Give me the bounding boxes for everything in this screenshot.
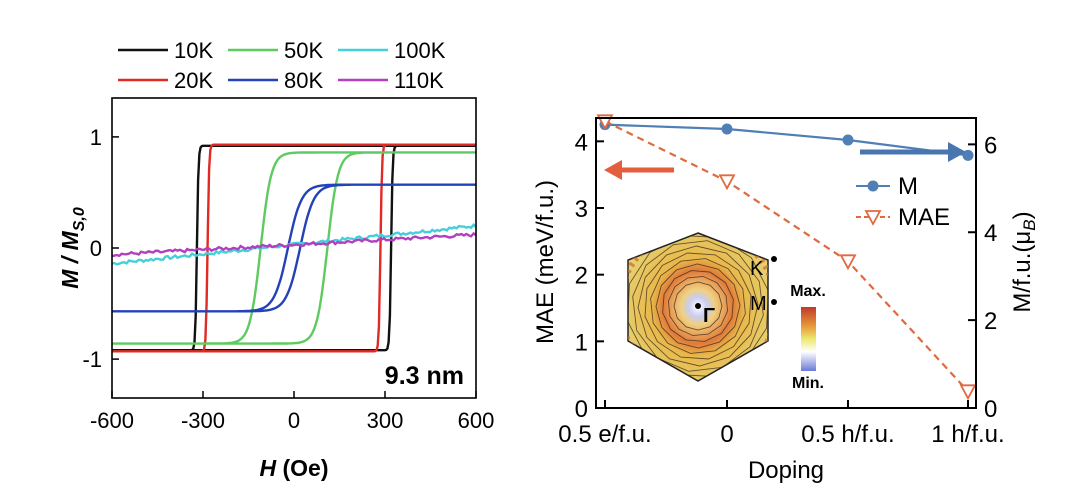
series-line-M [604,123,969,157]
legend-label-10K: 10K [174,38,213,63]
arrow-right-axis-indicator [860,142,966,162]
legend-marker-M [867,180,879,192]
bz-contour [673,281,723,331]
mae-plot-frame [595,117,977,409]
right-y-tick-label: 4 [984,220,997,247]
hysteresis-plot [111,143,477,353]
legend-label-100K: 100K [394,38,446,63]
hysteresis-annotation: 9.3 nm [385,362,464,390]
bz-contour [637,245,759,367]
y-tick-label: 1 [90,125,102,150]
hysteresis-series-110K [111,231,477,258]
hysteresis-plot-frame [111,97,477,399]
x-tick-label: 0.5 h/f.u. [801,421,894,448]
bz-contour [667,275,729,337]
mae-plot [596,114,977,401]
point-M [721,123,733,135]
mae-x-axis-title: Doping [748,457,824,484]
left-y-tick-label: 3 [575,196,588,223]
hysteresis-series-20K [112,143,476,353]
right-y-tick-label: 2 [984,308,997,335]
x-tick-label: 0.5 e/f.u. [558,421,651,448]
series-line-MAE [604,120,969,393]
x-tick-label: 0 [720,421,733,448]
hysteresis-axes: -600 -300 0 300 600 -1 0 1 [82,97,495,433]
mae-left-axis-title: MAE (meV/f.u.) [532,180,559,344]
right-y-tick-label: 6 [984,132,997,159]
brillouin-zone-inset: Γ K M Max. Min. [627,232,826,392]
x-tick-label: 1 h/f.u. [931,421,1004,448]
bz-contour [644,252,752,360]
legend-label-20K: 20K [174,68,213,93]
x-tick-label: -600 [90,408,134,433]
legend-label-M: M [898,173,918,200]
legend-label-110K: 110K [394,68,444,93]
legend-label-50K: 50K [284,38,323,63]
y-tick-label: 0 [90,236,102,261]
m-point-label: M [750,293,767,315]
colorbar-min-label: Min. [792,375,824,392]
left-y-tick-label: 0 [575,396,588,423]
hysteresis-series-50K [112,151,476,345]
right-y-tick-label: 0 [984,396,997,423]
legend-label-80K: 80K [284,68,323,93]
legend-label-MAE: MAE [898,204,950,231]
point-MAE [718,174,736,191]
colorbar-max-label: Max. [790,283,826,300]
point-M [962,149,974,161]
mae-right-axis-title: M/f.u.(μB) [1009,211,1039,312]
legend-marker-MAE [864,210,882,226]
y-tick-label: -1 [82,347,102,372]
k-point-marker [771,256,777,262]
m-point-marker [771,299,777,305]
left-legend: 10K 50K 100K 20K 80K 110K [118,38,446,93]
arrow-left-axis-indicator [604,160,674,180]
point-MAE [959,384,977,401]
x-tick-label: 300 [367,408,404,433]
hysteresis-series-100K [111,223,477,266]
k-point-label: K [750,258,764,280]
point-MAE [839,254,857,271]
hysteresis-y-axis-title: M / MS,0 [57,207,88,289]
point-M [842,134,854,146]
bz-contour [655,263,741,349]
hysteresis-x-axis-title: H (Oe) [259,455,328,481]
hysteresis-series-10K [112,144,476,352]
inset-colorbar [801,307,816,371]
hysteresis-series-80K [112,183,476,313]
bz-contour [662,270,734,342]
x-tick-label: -300 [181,408,225,433]
x-tick-label: 0 [288,408,300,433]
x-tick-label: 600 [458,408,495,433]
left-y-tick-label: 2 [575,263,588,290]
bz-contour [650,258,746,354]
mae-legend: M MAE [856,173,950,231]
gamma-point-label: Γ [703,305,715,327]
left-y-tick-label: 1 [575,329,588,356]
gamma-point-marker [695,303,701,309]
left-y-tick-label: 4 [575,129,588,156]
